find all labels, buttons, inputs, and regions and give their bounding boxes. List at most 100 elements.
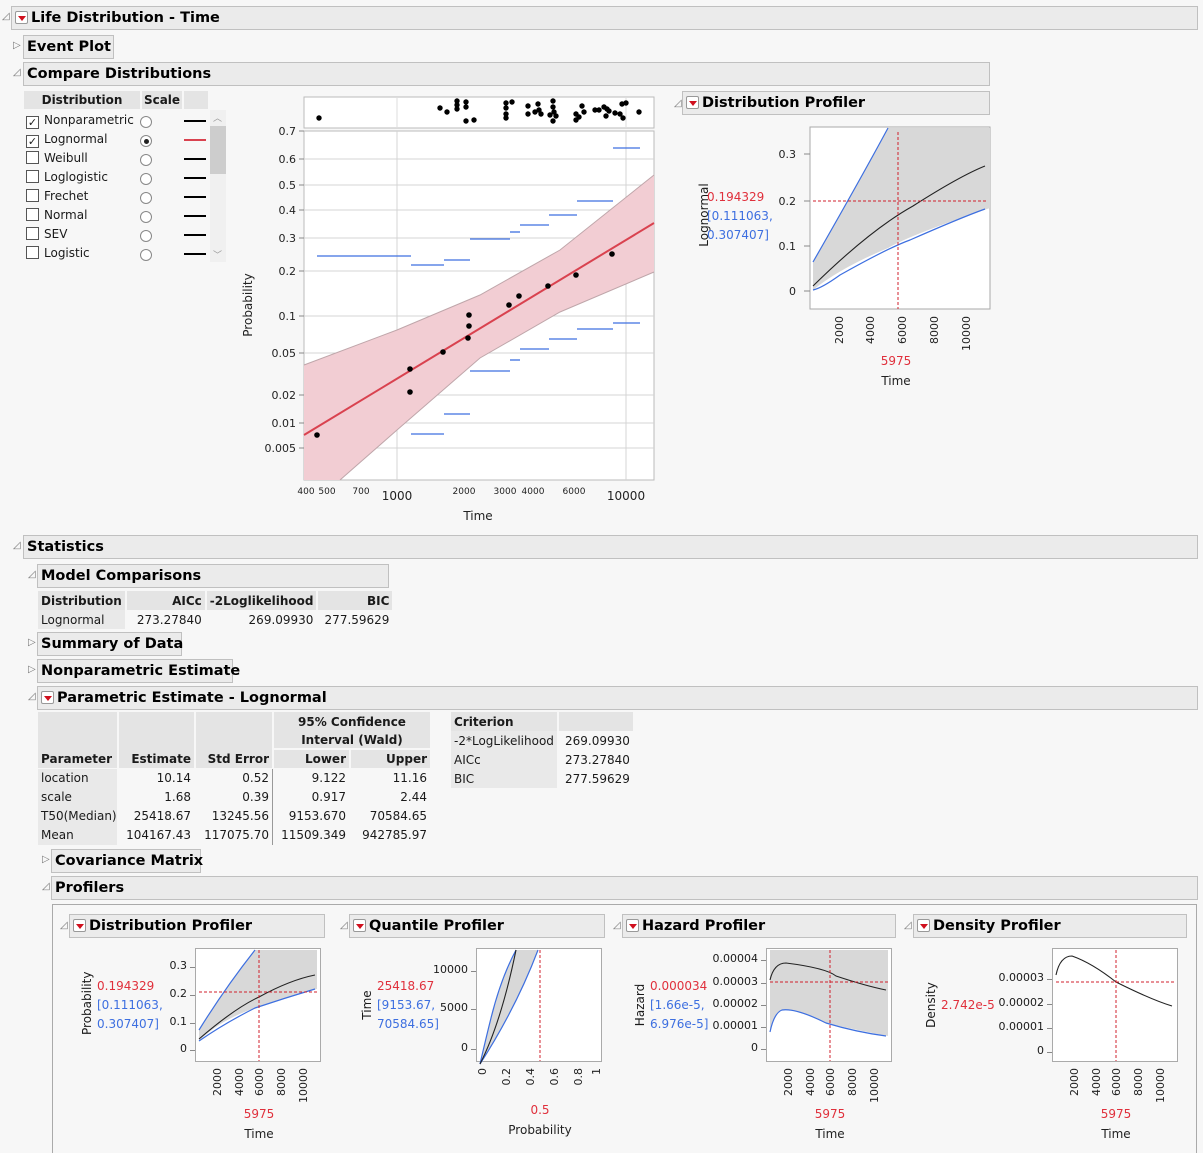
checkmark-icon[interactable]: ✓ xyxy=(26,135,39,148)
line-style-swatch[interactable] xyxy=(184,215,206,217)
distribution-profiler-plot[interactable]: 0.3 0.2 0.1 0 2000 4000 6000 8000 10000 … xyxy=(770,120,1000,390)
scale-radio[interactable] xyxy=(140,154,152,166)
scale-radio[interactable] xyxy=(140,116,152,128)
covariance-matrix-header[interactable]: Covariance Matrix xyxy=(51,849,203,873)
distribution-profiler-plot[interactable]: 2000 4000 6000 8000 10000 5975 Time xyxy=(195,948,325,1148)
svg-text:4000: 4000 xyxy=(1090,1068,1103,1096)
event-strip-points xyxy=(316,98,642,124)
distribution-checkbox[interactable]: Frechet xyxy=(26,187,88,206)
line-column-header xyxy=(184,91,208,109)
distribution-checkbox[interactable]: Loglogistic xyxy=(26,168,108,187)
table-cell: 0.52 xyxy=(242,771,269,785)
collapse-triangle-icon[interactable]: ◿ xyxy=(42,881,50,892)
table-cell: 1.68 xyxy=(164,790,191,804)
distribution-profiler-header[interactable]: Distribution Profiler xyxy=(69,914,325,938)
checkbox-icon[interactable] xyxy=(26,151,39,164)
line-style-swatch[interactable] xyxy=(184,120,206,122)
compare-distributions-header[interactable]: Compare Distributions xyxy=(23,62,990,86)
svg-text:0.1: 0.1 xyxy=(279,310,297,323)
checkbox-icon[interactable] xyxy=(26,189,39,202)
y-tick: 0.3 xyxy=(169,959,188,972)
red-triangle-menu-icon[interactable] xyxy=(686,96,699,109)
svg-text:5975: 5975 xyxy=(1101,1107,1132,1121)
line-style-swatch[interactable] xyxy=(184,196,206,198)
distribution-checkbox[interactable]: Normal xyxy=(26,206,87,225)
line-style-swatch[interactable] xyxy=(184,158,206,160)
summary-of-data-header[interactable]: Summary of Data xyxy=(37,632,183,656)
scrollbar-thumb[interactable] xyxy=(210,126,226,174)
quantile-profiler-plot[interactable]: 0 0.2 0.4 0.6 0.8 1 0.5 Probability xyxy=(476,948,606,1148)
hazard-profiler-header[interactable]: Hazard Profiler xyxy=(622,914,896,938)
red-triangle-menu-icon[interactable] xyxy=(917,919,930,932)
scroll-up-icon[interactable]: ︿ xyxy=(213,114,223,124)
checkmark-icon[interactable]: ✓ xyxy=(26,116,39,129)
quantile-profiler-header[interactable]: Quantile Profiler xyxy=(349,914,605,938)
parametric-estimate-header[interactable]: Parametric Estimate - Lognormal xyxy=(37,686,1198,710)
collapse-triangle-icon[interactable]: ◿ xyxy=(674,98,682,109)
nonparametric-estimate-label: Nonparametric Estimate xyxy=(41,663,241,679)
hazard-profiler-plot[interactable]: 2000 4000 6000 8000 10000 5975 Time xyxy=(766,948,896,1148)
scale-radio[interactable] xyxy=(140,211,152,223)
red-triangle-menu-icon[interactable] xyxy=(353,919,366,932)
event-plot-header[interactable]: Event Plot xyxy=(23,35,114,59)
distribution-checkbox[interactable]: ✓ Nonparametric xyxy=(26,111,134,130)
density-profiler-header[interactable]: Density Profiler xyxy=(913,914,1187,938)
parameter-estimates-table: 95% Confidence Interval (Wald) Parameter… xyxy=(38,712,430,845)
line-style-swatch[interactable] xyxy=(184,139,206,141)
line-style-swatch[interactable] xyxy=(184,253,206,255)
list-scrollbar[interactable]: ︿ ﹀ xyxy=(210,110,226,262)
scale-radio[interactable] xyxy=(140,230,152,242)
red-triangle-menu-icon[interactable] xyxy=(41,691,54,704)
collapse-triangle-icon[interactable]: ◿ xyxy=(13,540,21,551)
collapse-triangle-icon[interactable]: ◿ xyxy=(904,920,912,931)
distribution-profiler-header[interactable]: Distribution Profiler xyxy=(682,91,990,115)
checkbox-icon[interactable] xyxy=(26,246,39,259)
checkbox-icon[interactable] xyxy=(26,208,39,221)
red-triangle-menu-icon[interactable] xyxy=(73,919,86,932)
report-header: Life Distribution - Time xyxy=(11,6,1198,30)
model-comparisons-header[interactable]: Model Comparisons xyxy=(37,564,389,588)
checkbox-icon[interactable] xyxy=(26,170,39,183)
density-profiler-plot[interactable]: 2000 4000 6000 8000 10000 5975 Time xyxy=(1052,948,1182,1148)
scale-column-header: Scale xyxy=(142,91,182,109)
line-style-swatch[interactable] xyxy=(184,234,206,236)
collapse-triangle-icon[interactable]: ◿ xyxy=(28,569,36,580)
profiler-ylabel: Density xyxy=(924,982,938,1028)
line-style-swatch[interactable] xyxy=(184,177,206,179)
scale-radio[interactable] xyxy=(140,135,152,147)
profilers-title: Profilers xyxy=(55,880,125,896)
collapse-triangle-icon[interactable]: ◿ xyxy=(340,920,348,931)
scale-radio[interactable] xyxy=(140,249,152,261)
statistics-title: Statistics xyxy=(27,539,104,555)
scale-radio[interactable] xyxy=(140,192,152,204)
statistics-header[interactable]: Statistics xyxy=(23,535,1198,559)
scale-radio[interactable] xyxy=(140,173,152,185)
distribution-checkbox[interactable]: Logistic xyxy=(26,244,90,263)
collapse-triangle-icon[interactable]: ◿ xyxy=(613,920,621,931)
collapse-triangle-icon[interactable]: ◿ xyxy=(13,67,21,78)
profilers-header[interactable]: Profilers xyxy=(51,876,1198,900)
svg-text:5975: 5975 xyxy=(815,1107,846,1121)
svg-text:0.2: 0.2 xyxy=(500,1068,513,1086)
distribution-checkbox[interactable]: ✓ Lognormal xyxy=(26,130,107,149)
collapse-triangle-icon[interactable]: ◿ xyxy=(60,920,68,931)
red-triangle-menu-icon[interactable] xyxy=(15,11,28,24)
scroll-down-icon[interactable]: ﹀ xyxy=(213,251,223,261)
distribution-checkbox[interactable]: SEV xyxy=(26,225,67,244)
expand-triangle-icon[interactable]: ▷ xyxy=(28,637,36,648)
checkbox-icon[interactable] xyxy=(26,227,39,240)
svg-text:0.1: 0.1 xyxy=(779,240,797,253)
expand-triangle-icon[interactable]: ▷ xyxy=(28,664,36,675)
svg-text:0.4: 0.4 xyxy=(524,1068,537,1086)
expand-triangle-icon[interactable]: ▷ xyxy=(42,854,50,865)
expand-triangle-icon[interactable]: ▷ xyxy=(13,40,21,51)
collapse-triangle-icon[interactable]: ◿ xyxy=(2,11,10,22)
collapse-triangle-icon[interactable]: ◿ xyxy=(28,691,36,702)
table-cell: 13245.56 xyxy=(211,809,269,823)
red-triangle-menu-icon[interactable] xyxy=(626,919,639,932)
nonparametric-estimate-header[interactable]: Nonparametric Estimate xyxy=(37,659,240,683)
table-cell: 9.122 xyxy=(311,771,346,785)
svg-text:8000: 8000 xyxy=(1132,1068,1145,1096)
svg-text:10000: 10000 xyxy=(1154,1068,1167,1103)
distribution-checkbox[interactable]: Weibull xyxy=(26,149,88,168)
